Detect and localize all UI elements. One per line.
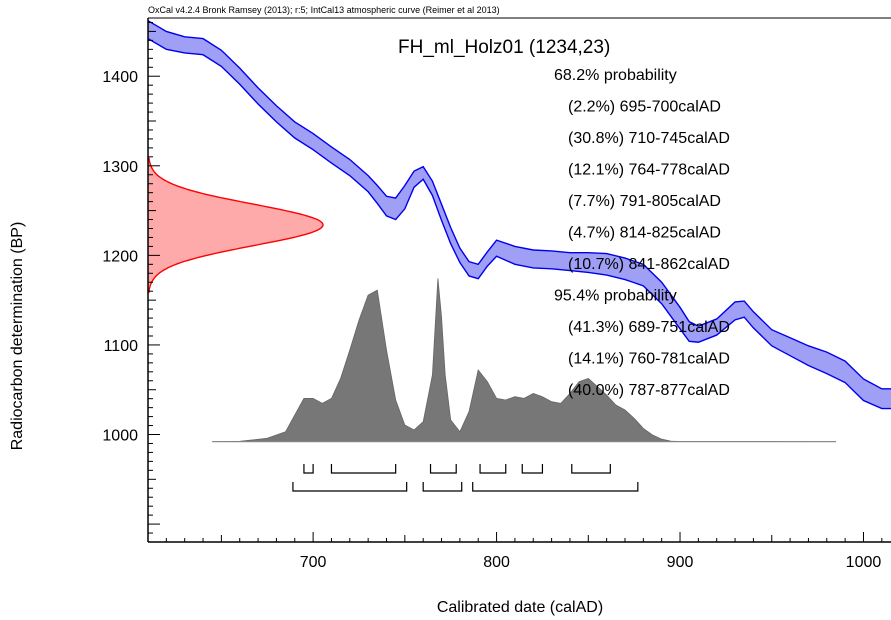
y-tick-label: 1100 <box>104 338 139 355</box>
y-tick-label: 1400 <box>102 69 138 86</box>
y-tick-label: 1200 <box>102 248 138 265</box>
range-label-95: (14.1%) 760-781calAD <box>568 351 730 368</box>
chart-title: FH_ml_Holz01 (1234,23) <box>398 37 610 58</box>
range-bracket-68 <box>330 464 397 474</box>
range-heading-68: 68.2% probability <box>554 67 677 84</box>
probability-distribution <box>212 278 837 443</box>
measurement-line <box>148 157 324 293</box>
calibration-upper-line <box>147 20 891 390</box>
measurement-area <box>148 157 323 293</box>
range-label-68: (10.7%) 841-862calAD <box>568 256 730 273</box>
x-axis-ticks: 700 800 900 1000 <box>165 532 883 571</box>
range-label-68: (2.2%) 695-700calAD <box>568 99 721 116</box>
x-tick-label: 800 <box>483 554 510 571</box>
calibration-lower-line <box>147 37 891 410</box>
range-bracket-95 <box>292 482 408 492</box>
measurement-distribution <box>148 157 324 293</box>
y-axis-label: Radiocarbon determination (BP) <box>9 222 26 451</box>
range-label-68: (4.7%) 814-825calAD <box>568 225 721 242</box>
x-axis-label: Calibrated date (calAD) <box>437 599 603 616</box>
range-bracket-95 <box>422 482 463 492</box>
range-labels: 68.2% probability (2.2%) 695-700calAD (30.… <box>554 67 730 399</box>
y-axis-ticks: 1000 1100 1200 1300 1400 <box>102 21 160 534</box>
range-label-95: (41.3%) 689-751calAD <box>568 319 730 336</box>
range-bracket-68 <box>521 464 544 474</box>
y-tick-label: 1300 <box>102 159 138 176</box>
range-bracket-68 <box>303 464 314 474</box>
range-bracket-68 <box>571 464 611 474</box>
range-label-95: (40.0%) 787-877calAD <box>568 382 730 399</box>
range-heading-95: 95.4% probability <box>554 288 677 305</box>
range-brackets <box>292 464 639 492</box>
range-label-68: (30.8%) 710-745calAD <box>568 130 730 147</box>
chart-header: OxCal v4.2.4 Bronk Ramsey (2013); r:5; I… <box>148 5 500 15</box>
calibration-band <box>148 20 891 409</box>
calibration-curve <box>147 20 891 410</box>
x-tick-label: 700 <box>300 554 327 571</box>
range-label-68: (12.1%) 764-778calAD <box>568 162 730 179</box>
range-bracket-68 <box>479 464 507 474</box>
range-bracket-95 <box>472 482 639 492</box>
probability-area <box>212 278 837 443</box>
y-tick-label: 1000 <box>102 428 138 445</box>
axes <box>147 17 891 543</box>
x-tick-label: 900 <box>667 554 694 571</box>
x-tick-label: 1000 <box>846 554 882 571</box>
range-bracket-68 <box>429 464 457 474</box>
range-label-68: (7.7%) 791-805calAD <box>568 193 721 210</box>
